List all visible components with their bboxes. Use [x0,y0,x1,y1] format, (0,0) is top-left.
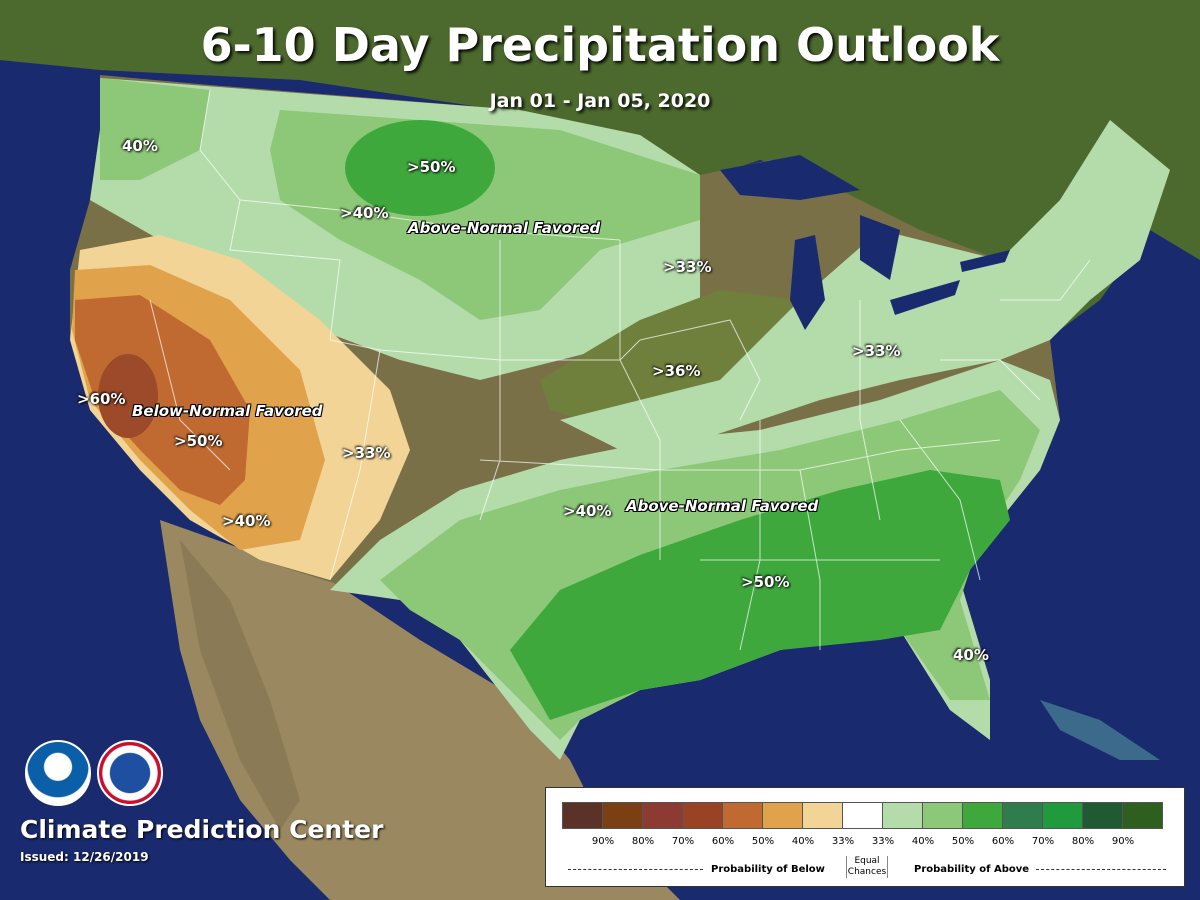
legend-tick-label: 70% [1031,836,1055,847]
legend-swatch [602,802,643,829]
northwest-above-40-zone [100,78,210,180]
legend-swatch [1002,802,1043,829]
legend-swatch [882,802,923,829]
lake-huron [860,215,900,280]
legend-tick-label: 90% [1111,836,1135,847]
region-label: >40% [222,512,271,530]
legend-tick-label: 40% [791,836,815,847]
legend-tick-label: 33% [831,836,855,847]
legend-swatch [1122,802,1163,829]
above-normal-favored-south: Above-Normal Favored [626,497,819,515]
region-label: >40% [340,204,389,222]
legend-panel: 90% 80% 70% 60% 50% 40% 33% 33% 40% 50% 60% 70% 80% 9… [545,787,1185,887]
legend-swatch [1042,802,1083,829]
california-below-60-zone [98,354,158,438]
noaa-logo-icon [25,740,91,806]
legend-swatch [1082,802,1123,829]
legend-tick-label: 80% [631,836,655,847]
equal-line1: Equal [854,856,880,866]
legend-tick-label: 33% [871,836,895,847]
legend-swatch [802,802,843,829]
equal-chances-caption: Equal Chances [846,856,888,878]
legend-tick-label: 60% [711,836,735,847]
issued-date: Issued: 12/26/2019 [20,850,149,864]
above-normal-favored-north: Above-Normal Favored [408,219,601,237]
date-range: Jan 01 - Jan 05, 2020 [489,90,711,112]
legend-swatch [842,802,883,829]
southwest-below-50-zone [75,295,250,505]
equal-line2: Chances [847,867,887,877]
caribbean-shallows [1040,700,1160,760]
legend-swatch [562,802,603,829]
above-caption: Probability of Above [914,864,1030,875]
above-arrow-line [1036,869,1166,870]
legend-tick-label: 90% [591,836,615,847]
legend-tick-label: 50% [751,836,775,847]
south-above-50-zone [510,470,1010,720]
region-label: >40% [563,502,612,520]
legend-tick-label: 60% [991,836,1015,847]
legend-tick-label: 40% [911,836,935,847]
legend-swatches [562,802,1163,829]
legend-swatch [722,802,763,829]
nws-logo-icon [97,740,163,806]
lake-ontario [960,250,1010,272]
region-label: >36% [652,362,701,380]
lake-superior [720,155,860,200]
baja-land [180,540,300,830]
region-label: >50% [741,573,790,591]
region-label: 40% [953,646,989,664]
midwest-36-zone [540,290,800,430]
lake-erie [890,280,960,315]
below-arrow-line [568,869,703,870]
east-above-33-zone [560,120,1170,450]
north-above-50-zone [345,120,495,216]
region-label: >50% [407,158,456,176]
lake-michigan [790,235,825,330]
organization-name: Climate Prediction Center [20,815,384,844]
below-normal-favored-west: Below-Normal Favored [132,402,323,420]
canada-land [0,0,1200,330]
legend-tick-label: 70% [671,836,695,847]
region-label: >50% [174,432,223,450]
legend-tick-label: 80% [1071,836,1095,847]
legend-swatch [642,802,683,829]
legend-tick-label: 50% [951,836,975,847]
legend-swatch [682,802,723,829]
region-label: 40% [122,137,158,155]
legend-swatch [922,802,963,829]
below-caption: Probability of Below [711,864,825,875]
region-label: >60% [77,390,126,408]
map-title: 6-10 Day Precipitation Outlook [200,18,1000,72]
state-boundaries [149,89,1091,651]
legend-swatch [962,802,1003,829]
region-label: >33% [342,444,391,462]
region-label: >33% [663,258,712,276]
region-label: >33% [852,342,901,360]
legend-swatch [762,802,803,829]
